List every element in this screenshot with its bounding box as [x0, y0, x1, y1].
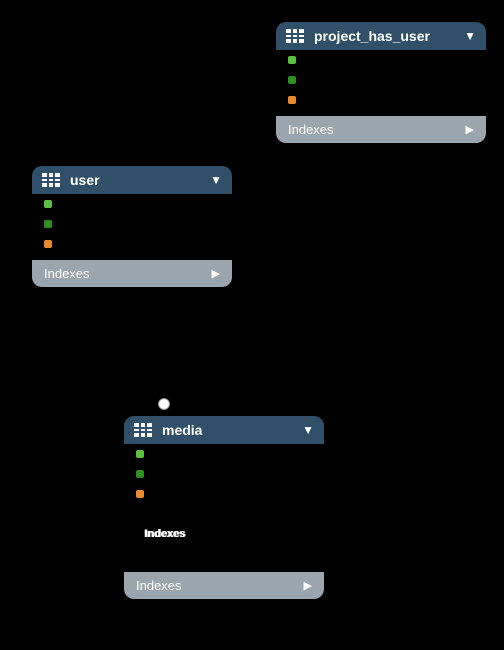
chevron-down-icon[interactable]: ▼	[210, 173, 222, 187]
table-body: Indexes	[124, 444, 324, 572]
diagram-canvas: project_has_user▼Indexes▶user▼Indexes▶me…	[0, 0, 504, 650]
table-body	[276, 50, 486, 116]
indexes-label: Indexes	[44, 266, 212, 281]
table-title: project_has_user	[314, 28, 456, 44]
table-title: media	[162, 422, 294, 438]
indexes-bar[interactable]: Indexes▶	[124, 572, 324, 599]
table-header[interactable]: project_has_user ▼	[276, 22, 486, 50]
column-row[interactable]	[276, 50, 486, 70]
column-row[interactable]	[32, 214, 232, 234]
column-row[interactable]	[124, 484, 324, 504]
indexes-label: Indexes	[288, 122, 466, 137]
column-marker-icon	[136, 450, 144, 458]
column-marker-icon	[288, 96, 296, 104]
table-header[interactable]: user ▼	[32, 166, 232, 194]
table-user[interactable]: user ▼ Indexes▶	[32, 166, 232, 287]
table-icon	[134, 423, 152, 437]
column-row[interactable]: Indexes	[124, 524, 324, 544]
column-row[interactable]	[124, 504, 324, 524]
column-row[interactable]	[276, 70, 486, 90]
table-media[interactable]: media▼IndexesIndexes▶	[124, 416, 324, 599]
column-marker-icon	[288, 76, 296, 84]
column-row[interactable]	[124, 464, 324, 484]
indexes-bar[interactable]: Indexes▶	[32, 260, 232, 287]
chevron-down-icon[interactable]: ▼	[302, 423, 314, 437]
column-row[interactable]	[32, 194, 232, 214]
table-title: user	[70, 172, 202, 188]
table-body	[32, 194, 232, 260]
column-marker-icon	[136, 470, 144, 478]
column-row[interactable]	[32, 234, 232, 254]
column-row[interactable]	[124, 444, 324, 464]
column-marker-icon	[44, 240, 52, 248]
column-marker-icon	[44, 220, 52, 228]
chevron-right-icon[interactable]: ▶	[212, 267, 220, 280]
table-project_has_user[interactable]: project_has_user ▼ Indexes▶	[276, 22, 486, 143]
indexes-bar[interactable]: Indexes▶	[276, 116, 486, 143]
column-label: Indexes	[144, 528, 324, 540]
table-icon	[42, 173, 60, 187]
table-icon	[286, 29, 304, 43]
table-header[interactable]: media ▼	[124, 416, 324, 444]
column-marker-icon	[136, 490, 144, 498]
chevron-right-icon[interactable]: ▶	[304, 579, 312, 592]
column-marker-icon	[288, 56, 296, 64]
chevron-right-icon[interactable]: ▶	[466, 123, 474, 136]
chevron-down-icon[interactable]: ▼	[464, 29, 476, 43]
connector-pin-icon[interactable]	[158, 398, 170, 410]
column-row[interactable]	[276, 90, 486, 110]
indexes-label: Indexes	[136, 578, 304, 593]
column-marker-icon	[44, 200, 52, 208]
